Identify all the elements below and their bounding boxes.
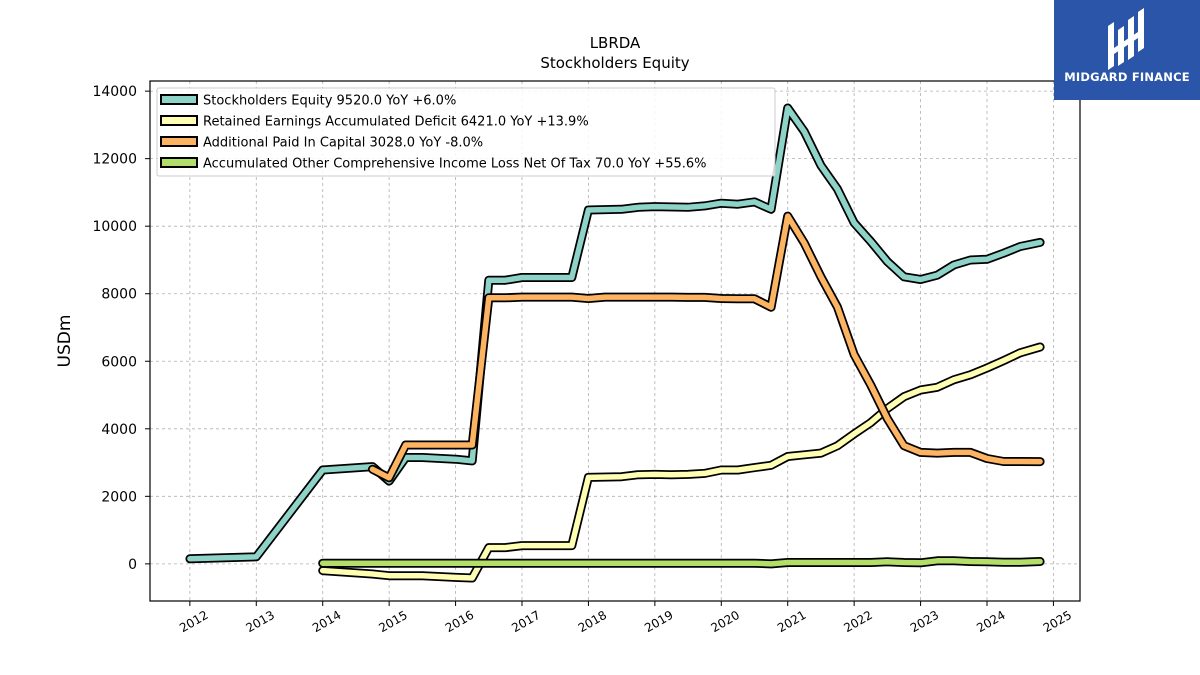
series-4-line: [319, 558, 1043, 567]
series-3-line: [369, 213, 1043, 481]
x-tick-label-2016: 2016: [443, 608, 476, 635]
brand-logo: MIDGARD FINANCE: [1054, 0, 1200, 100]
series-4: [318, 556, 1045, 569]
y-tick-label-14000: 14000: [92, 84, 137, 100]
x-tick-label-2017: 2017: [509, 608, 542, 635]
y-tick-label-12000: 12000: [92, 152, 137, 168]
brand-name: MIDGARD FINANCE: [1064, 70, 1190, 84]
x-tick-label-2024: 2024: [974, 608, 1007, 635]
chart-subtitle: Stockholders Equity: [540, 54, 689, 72]
x-tick-label-2018: 2018: [576, 608, 609, 635]
x-tick-label-2021: 2021: [775, 608, 808, 635]
x-tick-label-2022: 2022: [841, 608, 874, 635]
series-2: [318, 342, 1045, 583]
series-2-line: [319, 344, 1043, 581]
x-tick-label-2025: 2025: [1041, 608, 1074, 635]
x-tick-label-2012: 2012: [177, 608, 210, 635]
midgard-logo-icon: [1108, 8, 1144, 70]
legend-label-1: Stockholders Equity 9520.0 YoY +6.0%: [203, 94, 456, 109]
series-3: [368, 211, 1045, 483]
legend-label-3: Additional Paid In Capital 3028.0 YoY -8…: [203, 136, 483, 151]
y-tick-label-8000: 8000: [101, 287, 137, 303]
y-tick-label-0: 0: [128, 557, 137, 573]
series-1: [185, 103, 1045, 564]
legend-swatch-4: [160, 157, 198, 168]
chart-title: LBRDA: [590, 34, 641, 52]
y-tick-label-10000: 10000: [92, 219, 137, 235]
y-tick-label-4000: 4000: [101, 422, 137, 438]
series-1-line: [187, 105, 1043, 562]
legend-swatch-3: [160, 136, 198, 147]
y-tick-label-6000: 6000: [101, 354, 137, 370]
series-2-outline: [318, 342, 1045, 583]
x-tick-label-2019: 2019: [642, 608, 675, 635]
x-tick-label-2013: 2013: [244, 608, 277, 635]
series-lines: [185, 103, 1045, 583]
legend-swatch-2: [160, 115, 198, 126]
plot-frame: [149, 80, 1081, 602]
y-axis-label: USDm: [55, 315, 75, 368]
x-tick-label-2014: 2014: [310, 608, 343, 635]
x-tick-label-2023: 2023: [908, 608, 941, 635]
x-tick-label-2015: 2015: [376, 608, 409, 635]
legend-label-4: Accumulated Other Comprehensive Income L…: [203, 157, 707, 172]
y-tick-label-2000: 2000: [101, 489, 137, 505]
legend-frame: [156, 87, 776, 177]
legend-swatch-1: [160, 94, 198, 105]
legend: Stockholders Equity 9520.0 YoY +6.0% Reta…: [156, 87, 776, 177]
x-tick-label-2020: 2020: [709, 608, 742, 635]
legend-label-2: Retained Earnings Accumulated Deficit 64…: [203, 115, 589, 130]
